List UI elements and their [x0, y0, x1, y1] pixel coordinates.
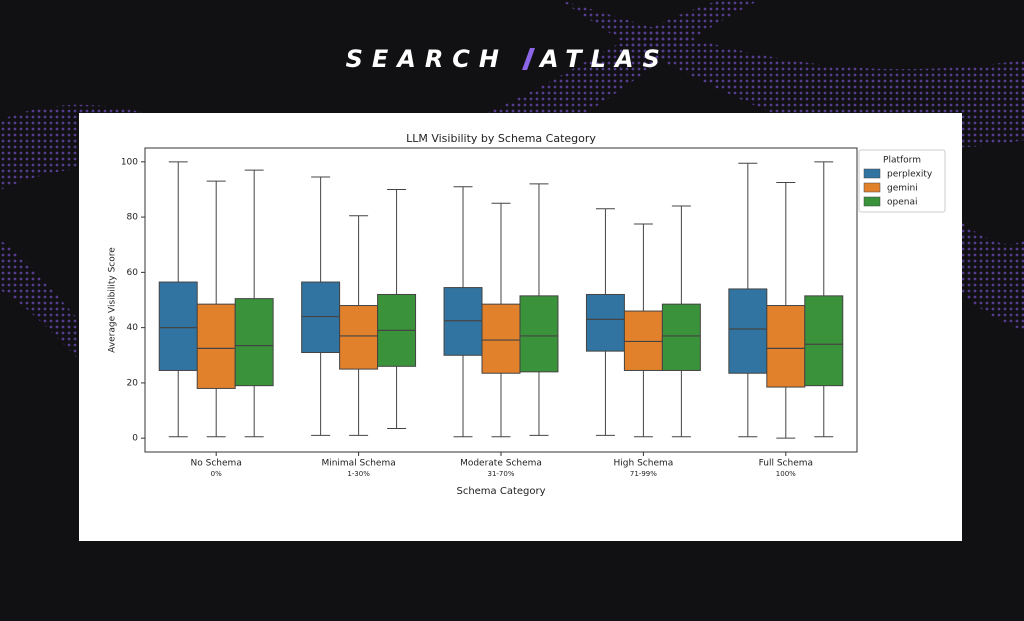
box: [443, 287, 483, 356]
x-tick-sublabel: 0%: [211, 470, 222, 478]
x-tick-sublabel: 71-99%: [630, 470, 657, 478]
plot-frame: [144, 147, 858, 453]
y-tick-label: 80: [127, 213, 139, 223]
legend-label: perplexity: [887, 170, 933, 180]
box: [766, 305, 806, 388]
chart-title: LLM Visibility by Schema Category: [406, 132, 596, 145]
x-tick-label: No Schema: [191, 459, 242, 469]
brand-right: ATLAS: [538, 45, 669, 73]
box: [196, 303, 236, 389]
legend-label: openai: [887, 198, 917, 208]
box: [585, 293, 625, 352]
brand-left: SEARCH: [346, 45, 508, 73]
box: [158, 281, 198, 371]
x-tick-label: Minimal Schema: [321, 459, 395, 469]
y-tick-label: 0: [132, 434, 138, 444]
box: [519, 295, 559, 373]
y-tick-label: 20: [127, 378, 139, 388]
legend-swatch: [863, 168, 881, 179]
box: [301, 281, 341, 354]
y-tick-label: 60: [127, 268, 139, 278]
legend-label: gemini: [887, 184, 918, 194]
box: [481, 303, 521, 374]
y-tick-label: 100: [121, 157, 138, 167]
x-tick-sublabel: 31-70%: [488, 470, 515, 478]
legend: [858, 149, 946, 213]
x-tick-sublabel: 100%: [776, 470, 796, 478]
x-tick-label: Full Schema: [759, 459, 813, 469]
x-axis-label: Schema Category: [456, 486, 545, 497]
legend-swatch: [863, 182, 881, 193]
x-tick-label: High Schema: [614, 459, 674, 469]
box: [661, 303, 701, 371]
legend-swatch: [863, 196, 881, 207]
brand-slash: [522, 48, 535, 70]
box: [623, 310, 663, 371]
box: [804, 295, 844, 387]
box: [339, 305, 379, 370]
x-tick-label: Moderate Schema: [460, 459, 542, 469]
y-tick-label: 40: [127, 323, 139, 333]
x-tick-sublabel: 1-30%: [347, 470, 370, 478]
box: [728, 288, 768, 374]
legend-title: Platform: [883, 156, 921, 166]
y-axis-label: Average Visibility Score: [108, 247, 118, 353]
box: [234, 298, 274, 387]
